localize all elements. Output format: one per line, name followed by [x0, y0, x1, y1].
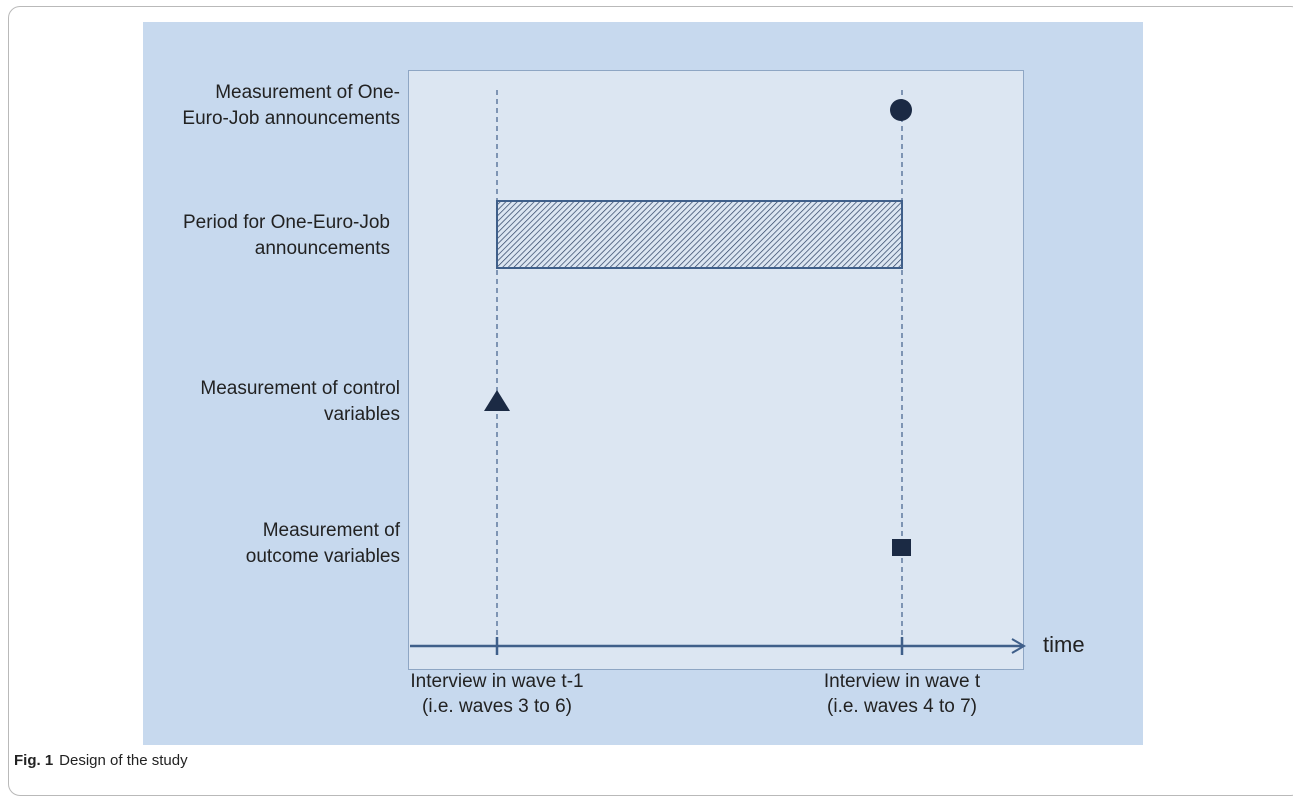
figure-caption-text: Design of the study	[59, 752, 188, 769]
triangle-marker-icon	[484, 390, 510, 411]
time-axis-label: time	[1043, 632, 1085, 657]
announcement-period-bar	[496, 200, 903, 269]
tick-label-wave-t-1: Interview in wave t-1 (i.e. waves 3 to 6…	[410, 671, 584, 717]
time-axis-arrowhead-icon	[1011, 638, 1026, 654]
figure-caption: Fig. 1 Design of the study	[14, 752, 188, 769]
row-label-outcome-variables: Measurement of outcome variables	[245, 520, 400, 567]
row-label-control-variables: Measurement of control variables	[200, 378, 400, 425]
timeline-plot-area	[408, 70, 1024, 670]
circle-marker-icon	[890, 99, 912, 121]
square-marker-icon	[892, 539, 911, 556]
timeline-diagram	[410, 90, 1026, 655]
figure-number: Fig. 1	[14, 752, 54, 769]
row-label-one-euro-job-measurement: Measurement of One- Euro-Job announcemen…	[182, 82, 400, 129]
tick-label-wave-t: Interview in wave t (i.e. waves 4 to 7)	[823, 671, 981, 717]
row-label-announcement-period: Period for One-Euro-Job announcements	[183, 212, 390, 259]
